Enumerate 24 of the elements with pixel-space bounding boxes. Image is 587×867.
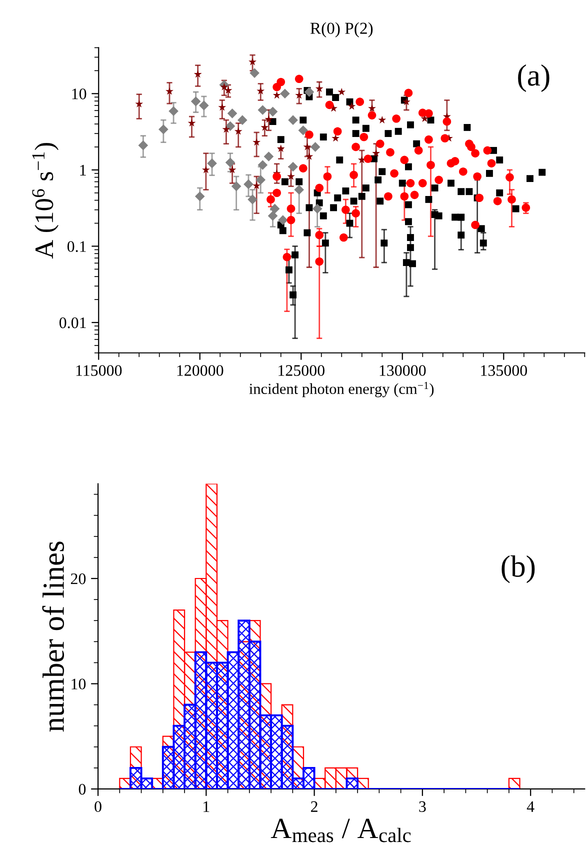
y-axis-title: A (10$^{6}$ s$^{−1}$) xyxy=(32,143,59,259)
x-tick-label: 4 xyxy=(526,801,534,812)
annotation: (a) xyxy=(518,64,550,92)
x-tick-label: 1 xyxy=(204,801,210,812)
y-tick-label: 0 xyxy=(78,784,86,795)
y-tick-label: 1 xyxy=(80,164,86,176)
y-tick-label: 10 xyxy=(72,678,86,690)
x-axis-title: A$_{meas}$ / A$_{calc}$ xyxy=(270,818,411,842)
x-tick-label: 0 xyxy=(94,801,102,812)
y-tick-label: 10 xyxy=(72,88,86,100)
chart-title: R(0) P(2) xyxy=(310,22,373,38)
x-tick-label: 120000 xyxy=(177,365,224,376)
x-tick-label: 3 xyxy=(419,801,426,812)
x-tick-label: 115000 xyxy=(76,365,122,376)
y-tick-label: 20 xyxy=(70,573,86,584)
x-tick-label: 125000 xyxy=(278,365,324,376)
x-axis-title: incident photon energy (cm$^{−1}$) xyxy=(249,382,434,398)
x-tick-label: 135000 xyxy=(481,365,527,376)
y-tick-label: 0.01 xyxy=(59,317,86,328)
y-tick-label: 0.1 xyxy=(67,241,86,252)
annotation: (b) xyxy=(502,555,535,584)
y-axis-title: number of lines xyxy=(42,542,64,732)
x-tick-label: 2 xyxy=(311,801,318,812)
x-tick-label: 130000 xyxy=(380,365,426,376)
